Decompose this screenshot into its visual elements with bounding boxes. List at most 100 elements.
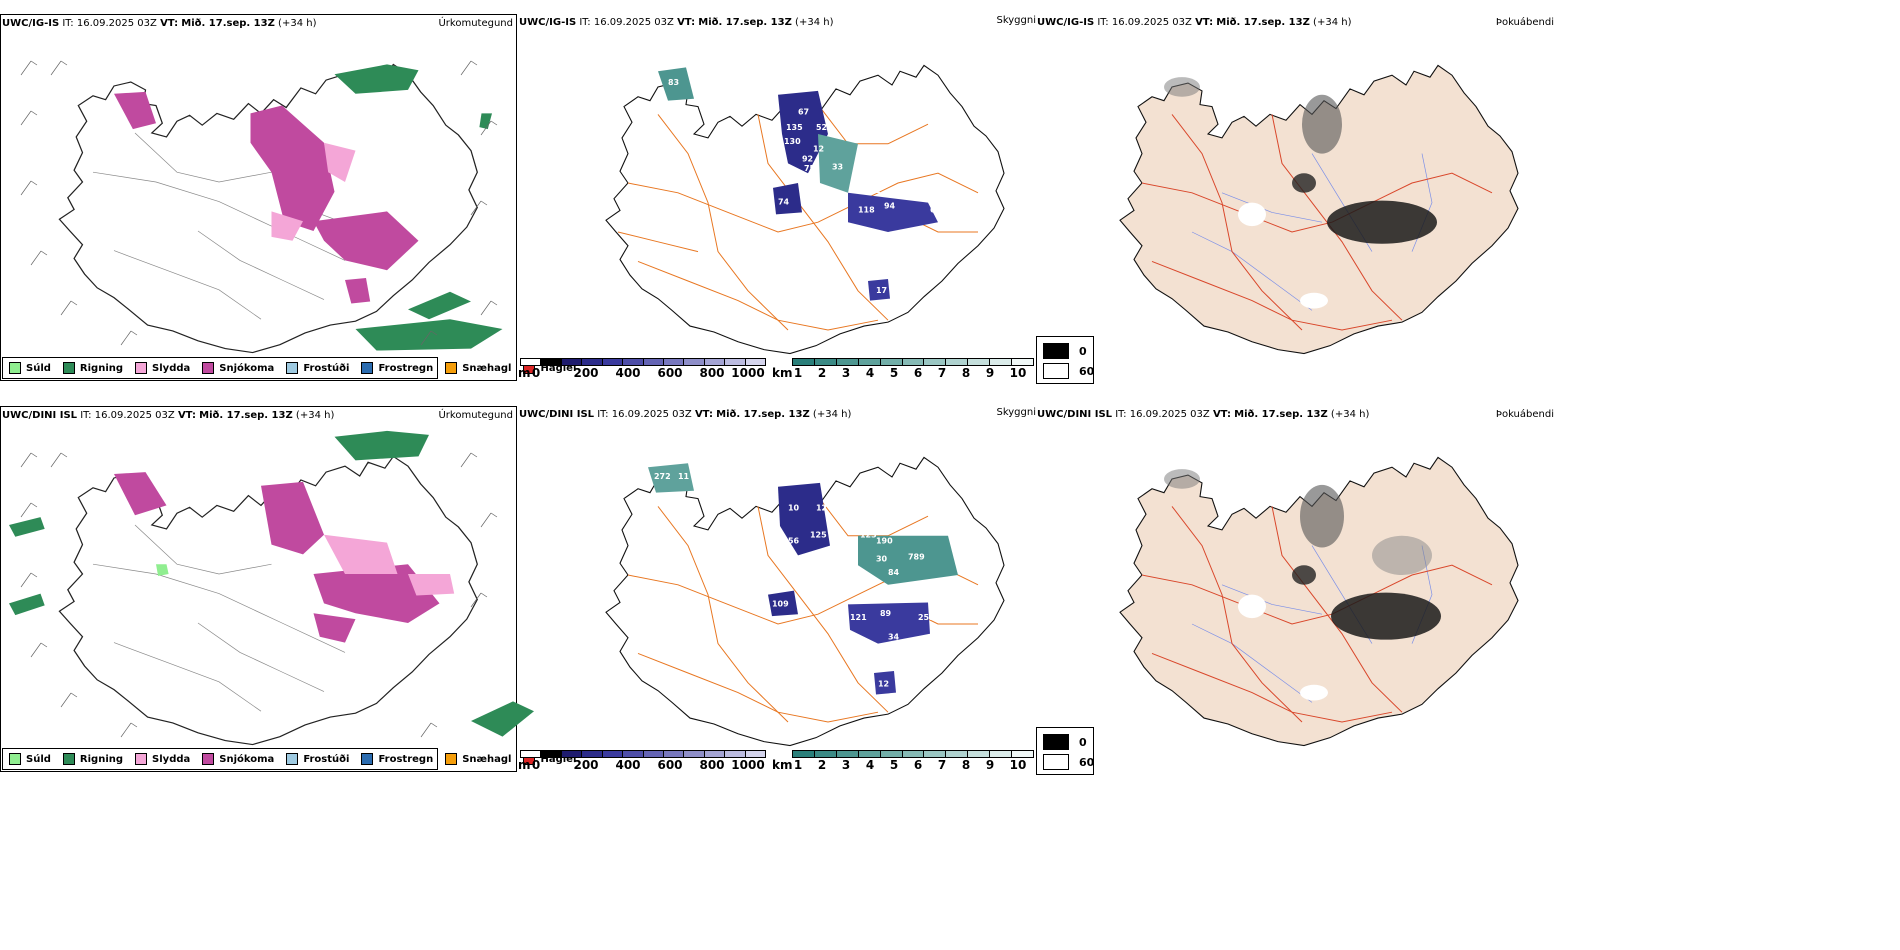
ceiling-bar: [520, 750, 766, 758]
vt-label: VT:: [677, 17, 696, 28]
legend-item: Frostregn: [361, 362, 433, 374]
legend-item: Frostregn: [361, 753, 433, 765]
tick: 2: [817, 758, 827, 772]
fog-areas: [1164, 469, 1441, 701]
svg-text:89: 89: [880, 609, 891, 618]
model-name: UWC/DINI ISL: [1037, 409, 1113, 420]
svg-text:121: 121: [850, 613, 867, 622]
svg-text:11: 11: [678, 472, 689, 481]
tick: 800: [699, 366, 725, 380]
tick: 10: [1009, 366, 1027, 380]
lead-time: (+34 h): [812, 409, 852, 420]
ceiling-colorbar-bottom: m 0 200 400 600 800 1000: [518, 750, 768, 772]
fog-key-value: 60: [1079, 364, 1095, 378]
rain-areas: [9, 430, 534, 737]
precip-legend-bottom: Súld Rigning Slydda Snjókoma Frostúði Fr…: [2, 748, 576, 770]
it-value: 16.09.2025 03Z: [76, 18, 157, 29]
header-bottom-fog: UWC/DINI ISL IT: 16.09.2025 03Z VT: Mið.…: [1037, 409, 1369, 421]
visibility-map-svg-bottom: 272 11 10 12 56 125 18 123 190 30 789 84…: [605, 456, 1005, 747]
fog-key-value: 60: [1079, 755, 1095, 769]
fog-areas: [1164, 77, 1437, 309]
visibility-map-svg-top: 83 67 135 130 52 12 92 75 33 142 74 118 …: [605, 64, 1005, 355]
visibility-map-top: 83 67 135 130 52 12 92 75 33 142 74 118 …: [518, 14, 1038, 381]
legend-item: Rigning: [62, 753, 123, 765]
svg-text:135: 135: [786, 123, 803, 132]
vt-value: Mið. 17.sep. 13Z: [1234, 409, 1328, 420]
svg-text:52: 52: [816, 123, 827, 132]
svg-text:125: 125: [810, 531, 827, 540]
panel-title-visibility: Skyggni: [996, 407, 1036, 418]
tick: 600: [657, 758, 683, 772]
low-ceiling-areas: [658, 67, 938, 301]
visibility-colorbar-bottom: km 1 2 3 4 5 6 7 8 9 10: [772, 750, 1034, 772]
tick: 0: [531, 758, 541, 772]
ceiling-labels-top: 83 67 135 130 52 12 92 75 33 142 74 118 …: [668, 78, 942, 295]
tick: 1: [793, 758, 803, 772]
model-name: UWC/DINI ISL: [519, 409, 595, 420]
svg-text:118: 118: [858, 205, 875, 214]
snow-areas: [113, 472, 455, 643]
svg-text:94: 94: [884, 202, 896, 211]
model-name: UWC/IG-IS: [1037, 17, 1095, 28]
tick: 2: [817, 366, 827, 380]
legend-item: Slydda: [135, 362, 190, 374]
header-top-precip: UWC/IG-IS IT: 16.09.2025 03Z VT: Mið. 17…: [2, 18, 316, 30]
ceiling-bar: [520, 358, 766, 366]
fog-key-value: 0: [1079, 344, 1087, 358]
roads: [617, 104, 979, 331]
svg-text:12: 12: [878, 680, 889, 689]
tick: 7: [937, 366, 947, 380]
svg-text:12: 12: [813, 145, 824, 154]
panel-title-visibility: Skyggni: [996, 15, 1036, 26]
panel-title-precip: Úrkomutegund: [438, 18, 513, 29]
vt-label: VT:: [1212, 409, 1231, 420]
fog-map-svg-top: [1119, 64, 1519, 355]
precip-map-svg-bottom: [9, 430, 534, 746]
fog-map-top: UWC/IG-IS IT: 16.09.2025 03Z VT: Mið. 17…: [1036, 14, 1556, 355]
tick: 3: [841, 366, 851, 380]
it-value: 16.09.2025 03Z: [94, 410, 175, 421]
tick: 200: [573, 758, 599, 772]
it-label: IT:: [597, 409, 609, 420]
it-value: 16.09.2025 03Z: [593, 17, 674, 28]
legend-item: Frostúði: [286, 753, 349, 765]
vt-value: Mið. 17.sep. 13Z: [1216, 17, 1310, 28]
svg-text:10: 10: [788, 503, 800, 512]
vt-value: Mið. 17.sep. 13Z: [698, 17, 792, 28]
vt-label: VT:: [1195, 17, 1214, 28]
panel-title-fog: Þokuábendi: [1495, 17, 1554, 28]
tick: 4: [865, 758, 875, 772]
legend-item: Rigning: [62, 362, 123, 374]
visibility-unit: km: [772, 758, 793, 772]
low-ceiling-areas: [648, 463, 958, 695]
tick: 8: [961, 366, 971, 380]
fog-map-svg-bottom: [1119, 456, 1519, 747]
it-label: IT:: [1097, 17, 1109, 28]
svg-text:84: 84: [888, 568, 900, 577]
svg-text:130: 130: [784, 137, 801, 146]
tick: 8: [961, 758, 971, 772]
model-name: UWC/IG-IS: [2, 18, 60, 29]
it-value: 16.09.2025 03Z: [1111, 17, 1192, 28]
visibility-map-bottom: 272 11 10 12 56 125 18 123 190 30 789 84…: [518, 406, 1038, 772]
vt-label: VT:: [160, 18, 179, 29]
header-top-fog: UWC/IG-IS IT: 16.09.2025 03Z VT: Mið. 17…: [1037, 17, 1351, 29]
lead-time: (+34 h): [1313, 17, 1352, 28]
legend-item: Súld: [9, 362, 51, 374]
svg-text:92: 92: [802, 155, 813, 164]
svg-text:253: 253: [918, 613, 935, 622]
precip-legend-top: Súld Rigning Slydda Snjókoma Frostúði Fr…: [2, 357, 576, 379]
svg-text:18: 18: [828, 531, 840, 540]
panel-title-precip: Úrkomutegund: [438, 410, 513, 421]
tick: 7: [937, 758, 947, 772]
it-label: IT:: [579, 17, 591, 28]
svg-text:17: 17: [876, 286, 887, 295]
svg-text:190: 190: [876, 537, 893, 546]
fog-map-bottom: UWC/DINI ISL IT: 16.09.2025 03Z VT: Mið.…: [1036, 406, 1556, 747]
tick: 9: [985, 366, 995, 380]
precip-map-svg-top: [20, 60, 503, 354]
fog-key-top: 0 60: [1036, 336, 1094, 384]
legend-item: Snjókoma: [202, 753, 274, 765]
fog-key-value: 0: [1079, 735, 1087, 749]
visibility-colorbar-top: km 1 2 3 4 5 6 7 8 9 10: [772, 358, 1034, 380]
